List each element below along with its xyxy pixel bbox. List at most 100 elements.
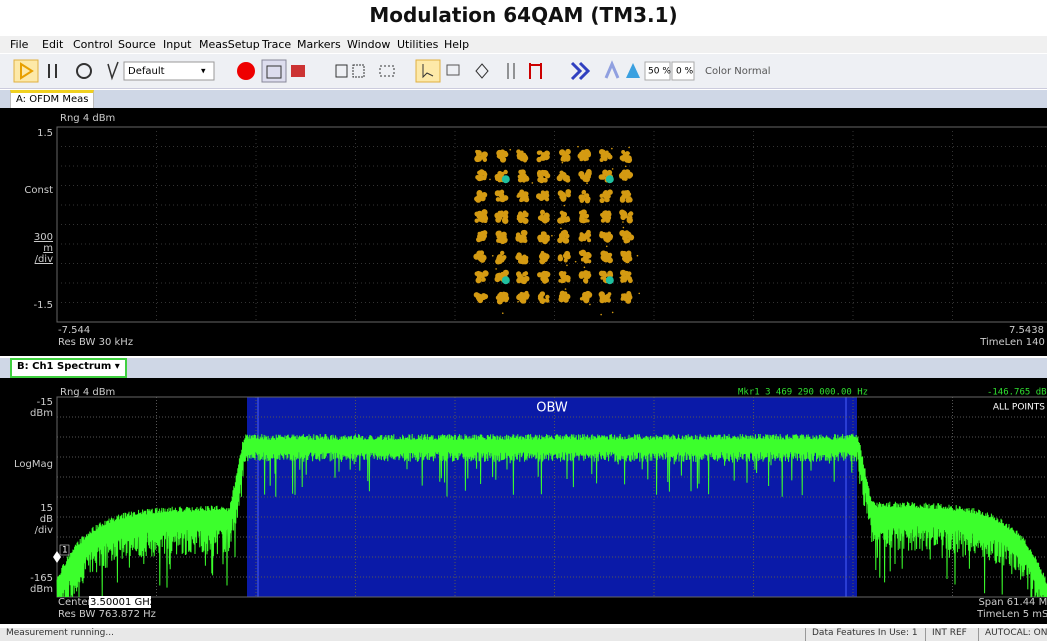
pause-icon[interactable]	[48, 64, 50, 78]
symbol-point	[491, 254, 494, 257]
record-button[interactable]	[237, 62, 255, 80]
symbol-point	[589, 303, 591, 306]
percent-box[interactable]	[644, 61, 671, 81]
symbol-point	[599, 231, 604, 235]
symbol-point	[579, 232, 584, 236]
peak-icon[interactable]	[529, 63, 542, 79]
symbol-point	[498, 291, 503, 296]
menu-item[interactable]: MeasSetup	[199, 38, 260, 51]
symbol-point	[481, 191, 488, 198]
y-top-label: 1.5	[37, 128, 53, 139]
tab-bar: B: Ch1 Spectrum ▾	[0, 358, 1047, 378]
symbol-point	[482, 157, 487, 162]
symbol-point	[561, 195, 567, 201]
format-label: LogMag	[14, 459, 53, 470]
menu-item[interactable]: Trace	[262, 38, 292, 51]
panel-a: Rng 4 dBm 1.5 Const 300 m /div -1.5 -7.5…	[0, 108, 1047, 356]
symbol-point	[547, 175, 550, 177]
restart-icon[interactable]	[76, 63, 92, 79]
grid-icon[interactable]	[352, 64, 365, 78]
y-bottom-label: -165	[30, 573, 53, 584]
symbol-point	[585, 297, 589, 302]
symbol-point	[582, 257, 587, 262]
symbol-point	[475, 150, 482, 156]
symbol-point	[621, 190, 626, 195]
symbol-point	[636, 254, 639, 257]
scale-label[interactable]: 300	[34, 232, 53, 243]
pilot-point	[501, 276, 510, 285]
symbol-point	[622, 226, 625, 229]
symbol-point	[557, 190, 564, 197]
symbol-point	[583, 266, 586, 269]
symbol-point	[517, 174, 522, 179]
band-icon[interactable]	[507, 63, 515, 79]
zoom-icon[interactable]	[446, 64, 460, 76]
preset-dropdown[interactable]	[123, 61, 215, 81]
menu-item[interactable]: Utilities	[397, 38, 439, 51]
symbol-point	[519, 198, 524, 203]
menu-item[interactable]: Control	[73, 38, 113, 51]
menu-item[interactable]: Window	[347, 38, 391, 51]
autoscale-icon[interactable]	[107, 61, 119, 81]
center-value[interactable]: 3.50001 GHz	[90, 597, 155, 608]
symbol-point	[497, 210, 502, 215]
run-button[interactable]	[13, 59, 39, 83]
scale-label[interactable]: /div	[35, 254, 53, 265]
scale-label: /div	[35, 525, 53, 536]
menu-item[interactable]: Markers	[297, 38, 341, 51]
trace-icon[interactable]	[379, 65, 395, 77]
tab[interactable]: A: OFDM Meas	[10, 90, 95, 110]
symbol-point	[539, 252, 545, 257]
symbol-point	[522, 258, 529, 265]
symbol-point	[638, 292, 641, 295]
symbol-point	[538, 180, 540, 183]
symbol-point	[622, 272, 626, 277]
symbol-point	[586, 182, 588, 185]
symbol-point	[627, 212, 631, 217]
symbol-point	[598, 270, 605, 277]
symbol-point	[515, 234, 521, 240]
menu-item[interactable]: Edit	[42, 38, 64, 51]
scale-label[interactable]: m	[43, 243, 53, 254]
pointer-button[interactable]	[415, 59, 441, 83]
res-bw-label: Res BW 30 kHz	[58, 337, 133, 348]
symbol-point	[566, 191, 571, 196]
symbol-point	[503, 169, 508, 175]
menu-item[interactable]: Input	[163, 38, 192, 51]
symbol-point	[581, 209, 587, 216]
symbol-point	[498, 192, 505, 199]
symbol-point	[560, 227, 562, 230]
symbol-point	[621, 295, 625, 300]
spectrum-trace	[56, 433, 1047, 598]
persist-icon[interactable]	[604, 60, 620, 79]
symbol-point	[545, 298, 549, 302]
symbol-point	[509, 148, 512, 151]
menu-item[interactable]: Source	[118, 38, 156, 51]
status-ref: INT REF	[925, 628, 967, 641]
obw-label: OBW	[536, 401, 568, 416]
playback-icon[interactable]	[291, 65, 305, 77]
symbol-point	[622, 275, 628, 281]
symbol-point	[521, 298, 527, 304]
symbol-point	[521, 229, 528, 237]
symbol-point	[495, 295, 501, 300]
color-icon[interactable]	[570, 61, 591, 81]
symbol-point	[566, 264, 568, 267]
tab[interactable]: B: Ch1 Spectrum ▾	[10, 358, 127, 378]
layout-icon[interactable]	[335, 64, 348, 78]
capture-button[interactable]	[261, 59, 287, 83]
run-icon	[20, 62, 34, 80]
percent-box[interactable]	[671, 61, 695, 81]
symbol-point	[625, 298, 632, 304]
symbol-point	[481, 215, 489, 222]
symbol-point	[539, 156, 543, 160]
spectrogram-icon[interactable]	[626, 63, 640, 78]
color-mode[interactable]: Color Normal	[705, 66, 770, 77]
menu-item[interactable]: Help	[444, 38, 470, 51]
symbol-point	[516, 149, 521, 154]
symbol-point	[582, 277, 589, 284]
menu-item[interactable]: File	[10, 38, 29, 51]
symbol-point	[558, 279, 562, 283]
symbol-point	[480, 197, 485, 202]
marker-icon[interactable]	[475, 63, 489, 79]
